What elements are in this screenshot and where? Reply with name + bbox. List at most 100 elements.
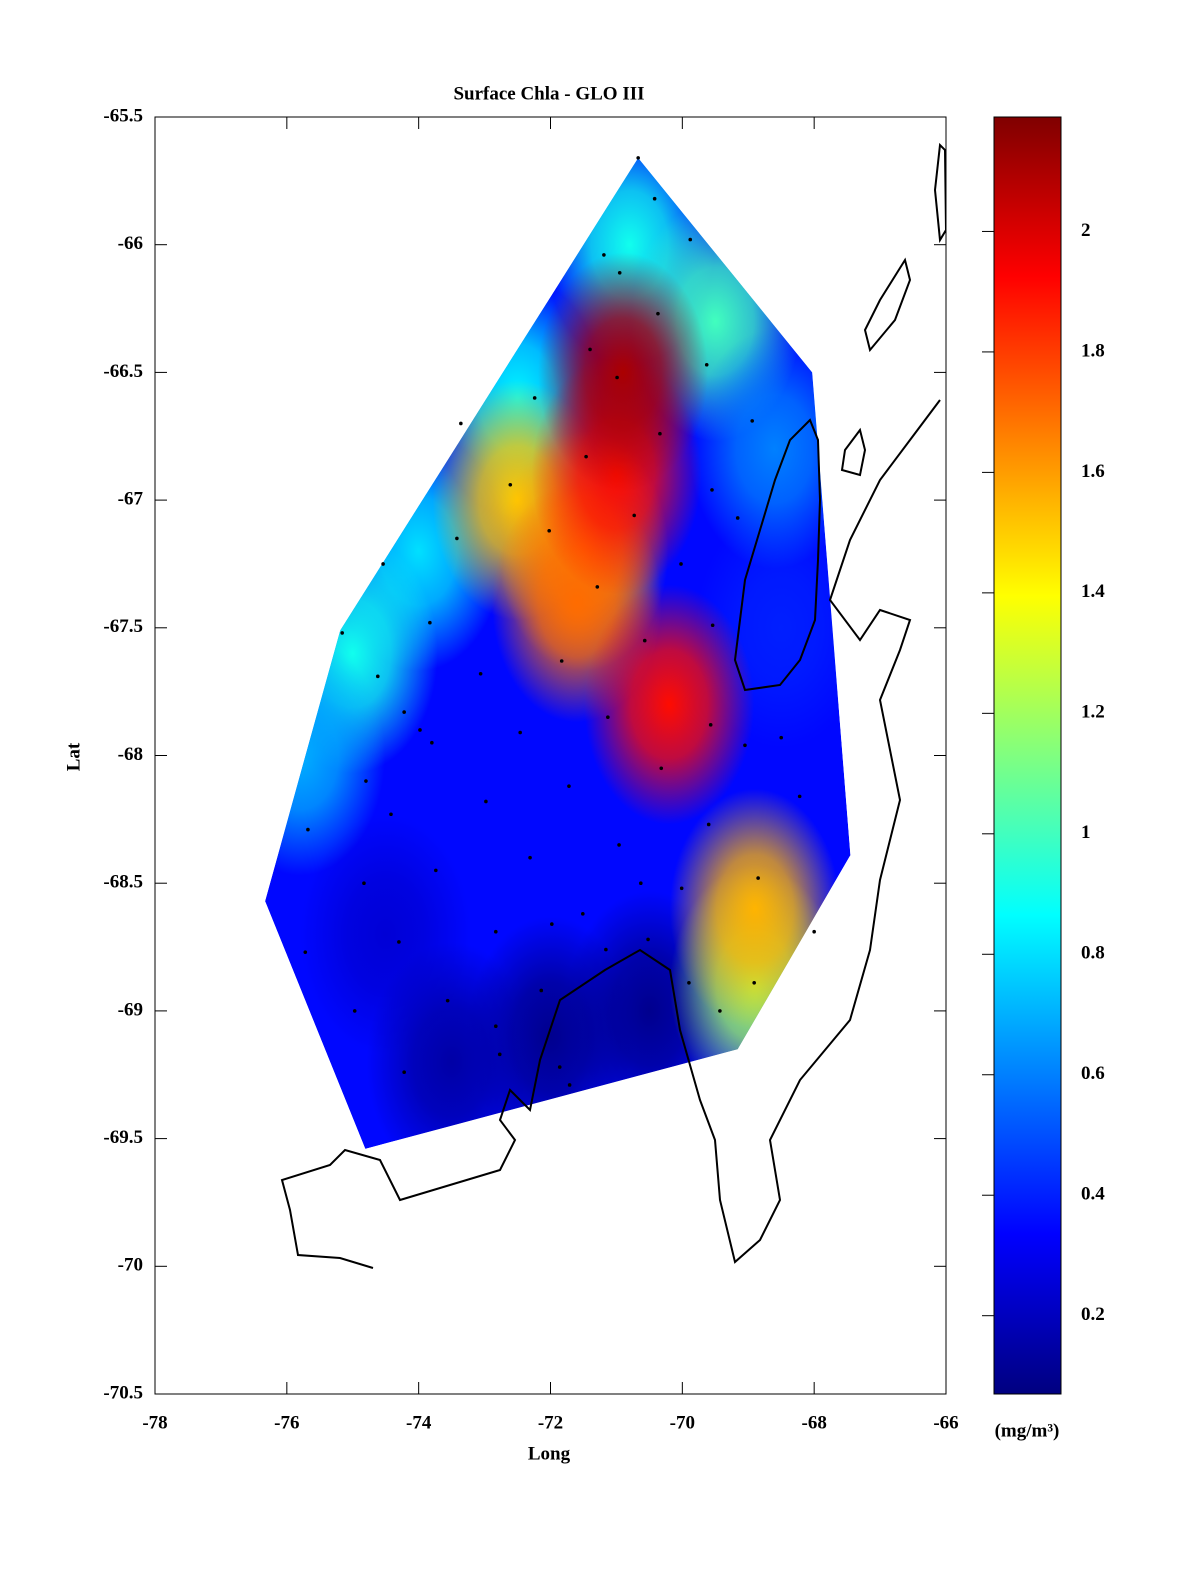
y-tick-label: -67.5: [103, 616, 143, 637]
field-spot: [538, 252, 709, 493]
station: [687, 981, 691, 985]
station: [434, 868, 438, 873]
station: [518, 730, 522, 735]
colorbar-tick-label: 1.2: [1081, 702, 1105, 723]
station: [639, 881, 643, 885]
colorbar: [993, 116, 1062, 1395]
station: [306, 827, 310, 832]
axes: -78 -76 -74 -72 -70 -68 -66 -65.5 -66 -66.5 -67 -67…: [103, 105, 958, 1433]
y-axis-label: Lat: [63, 742, 84, 771]
field-spot: [669, 788, 840, 1029]
station: [658, 431, 662, 436]
field-spot: [584, 584, 755, 825]
station: [550, 922, 554, 926]
x-tick-label: -76: [274, 1412, 299, 1433]
field-spot: [689, 329, 851, 570]
station: [528, 855, 532, 860]
station: [604, 947, 608, 952]
station: [493, 929, 498, 934]
station: [340, 631, 345, 635]
station: [362, 881, 366, 885]
station: [532, 396, 537, 400]
station: [445, 998, 450, 1003]
station: [303, 950, 308, 954]
station: [484, 799, 488, 804]
y-tick-label: -66.5: [103, 361, 143, 382]
coastline: [863, 257, 912, 353]
y-tick-label: -67: [118, 488, 144, 509]
station: [615, 375, 619, 380]
colorbar-tick-label: 0.2: [1081, 1304, 1105, 1325]
station: [652, 196, 657, 201]
y-tick-label: -69: [118, 999, 143, 1020]
colorbar-tick-label: 0.8: [1081, 943, 1105, 964]
y-tick-label: -70: [118, 1255, 143, 1276]
x-axis-label: Long: [528, 1443, 571, 1464]
coastline: [280, 399, 941, 1269]
station: [402, 1070, 406, 1074]
colorbar-tick-label: 1: [1081, 822, 1091, 843]
station: [710, 488, 714, 492]
coastline: [733, 418, 822, 692]
station: [402, 710, 406, 714]
station: [646, 937, 650, 942]
station: [710, 623, 715, 628]
station: [812, 929, 816, 934]
station: [756, 876, 760, 880]
y-tick-label: -68.5: [103, 872, 143, 893]
station: [642, 638, 647, 643]
station: [375, 674, 380, 679]
station: [752, 981, 756, 985]
colorbar-tick-label: 2: [1081, 220, 1091, 241]
station: [547, 528, 551, 533]
station: [617, 843, 621, 847]
colorbar-label: (mg/m³): [995, 1420, 1060, 1441]
station: [508, 482, 513, 487]
station: [656, 311, 660, 316]
station: [352, 1009, 357, 1013]
colorbar-tick-label: 1.6: [1081, 461, 1105, 482]
station: [750, 419, 755, 423]
station: [381, 562, 385, 566]
station: [706, 822, 711, 827]
y-tick-label: -65.5: [103, 105, 143, 126]
colorbar-tick-label: 0.6: [1081, 1063, 1105, 1084]
station: [430, 740, 434, 745]
field-spot: [265, 635, 386, 876]
station: [735, 516, 740, 520]
station: [659, 766, 664, 771]
station: [679, 562, 683, 566]
station: [779, 735, 784, 740]
x-tick-label: -72: [538, 1412, 563, 1433]
station: [497, 1052, 502, 1057]
station: [632, 513, 637, 518]
x-tick-label: -74: [406, 1412, 432, 1433]
y-tick-label: -69.5: [103, 1127, 143, 1148]
colorbar-tick-label: 0.4: [1081, 1184, 1105, 1205]
station: [418, 728, 422, 732]
station: [595, 585, 600, 589]
stations: [303, 156, 816, 1087]
station: [602, 253, 606, 257]
station: [588, 347, 592, 352]
station: [364, 779, 368, 783]
field: [265, 157, 851, 1149]
station: [606, 715, 610, 719]
station: [557, 1065, 562, 1069]
x-tick-label: -66: [933, 1412, 958, 1433]
station: [559, 659, 564, 663]
colorbar-tick-label: 1.8: [1081, 340, 1105, 361]
station: [797, 794, 802, 799]
coastline: [840, 427, 867, 477]
station: [580, 912, 585, 916]
station: [539, 988, 544, 993]
station: [708, 723, 713, 727]
station: [459, 421, 463, 426]
station: [455, 536, 459, 541]
station: [617, 270, 622, 275]
chart-title: Surface Chla - GLO III: [453, 83, 644, 104]
y-tick-label: -66: [118, 233, 143, 254]
station: [688, 237, 693, 242]
